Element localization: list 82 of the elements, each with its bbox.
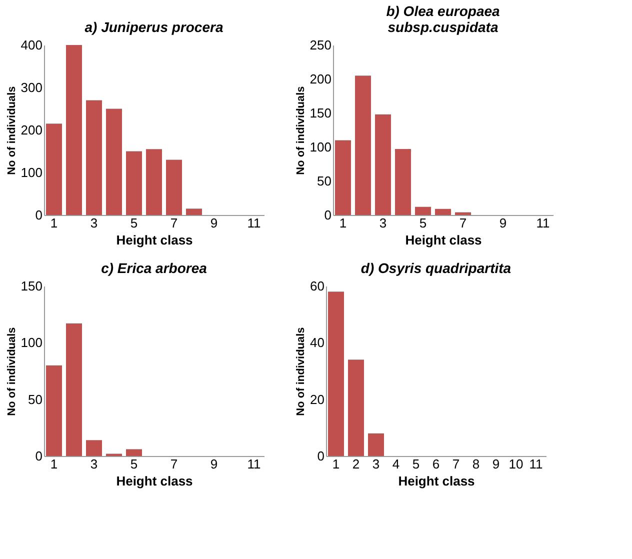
x-axis-title: Height class — [398, 474, 475, 488]
x-axis-title: Height class — [405, 232, 482, 248]
bar — [368, 433, 384, 456]
bar — [455, 212, 471, 215]
chart-title: c) Erica arborea — [101, 260, 208, 276]
bar — [46, 124, 62, 215]
x-tick-label: 9 — [492, 456, 500, 472]
x-tick-label: 3 — [90, 216, 98, 230]
y-axis-title: No of individuals — [295, 327, 308, 416]
x-tick-label: 2 — [352, 456, 360, 472]
y-axis-title: No of individuals — [6, 86, 18, 175]
y-tick-label: 150 — [310, 106, 332, 120]
y-tick-label: 50 — [317, 174, 332, 188]
bar — [328, 292, 344, 456]
bar — [86, 440, 102, 456]
bar — [166, 160, 182, 215]
bar — [66, 323, 82, 456]
y-tick-label: 0 — [35, 208, 42, 222]
y-tick-label: 200 — [310, 72, 332, 86]
y-tick-label: 20 — [310, 392, 324, 407]
x-tick-label: 1 — [332, 456, 340, 472]
bar — [348, 360, 364, 456]
x-tick-label: 11 — [529, 456, 543, 472]
y-tick-label: 200 — [20, 122, 42, 138]
x-tick-label: 3 — [372, 456, 380, 472]
x-tick-label: 1 — [50, 216, 58, 230]
y-tick-label: 40 — [310, 335, 324, 350]
bar — [395, 149, 411, 215]
x-tick-label: 1 — [50, 456, 58, 472]
x-axis-title: Height class — [116, 474, 193, 488]
x-tick-label: 9 — [210, 456, 218, 472]
x-tick-label: 9 — [210, 216, 218, 230]
x-tick-label: 5 — [419, 216, 427, 230]
x-tick-label: 7 — [459, 216, 467, 230]
x-tick-label: 8 — [472, 456, 480, 472]
x-tick-label: 11 — [247, 456, 261, 472]
y-tick-label: 250 — [310, 38, 332, 52]
x-tick-label: 5 — [130, 216, 138, 230]
bar — [335, 140, 351, 215]
bar — [126, 151, 142, 215]
y-tick-label: 0 — [317, 448, 324, 464]
x-tick-label: 3 — [90, 456, 98, 472]
y-tick-label: 100 — [20, 335, 42, 350]
bar — [66, 45, 82, 215]
x-tick-label: 7 — [452, 456, 460, 472]
y-axis-title: No of individuals — [6, 327, 18, 416]
y-tick-label: 400 — [20, 38, 42, 52]
y-tick-label: 0 — [324, 208, 332, 222]
y-tick-label: 100 — [310, 140, 332, 154]
bar — [375, 114, 391, 215]
x-tick-label: 5 — [130, 456, 138, 472]
y-tick-label: 100 — [20, 165, 42, 180]
bar — [186, 208, 202, 215]
bar — [126, 449, 142, 456]
x-tick-label: 11 — [247, 216, 261, 230]
x-tick-label: 10 — [508, 456, 524, 472]
x-tick-label: 3 — [379, 216, 387, 230]
bar — [106, 108, 122, 215]
bar — [86, 100, 102, 215]
y-tick-label: 0 — [35, 448, 42, 464]
chart-title: b) Olea europaea subsp.cuspidata — [386, 3, 500, 35]
bar — [146, 149, 162, 215]
x-tick-label: 4 — [392, 456, 400, 472]
y-tick-label: 150 — [20, 278, 42, 294]
x-tick-label: 7 — [170, 216, 178, 230]
x-tick-label: 11 — [536, 216, 550, 230]
chart-title: a) Juniperus procera — [84, 19, 224, 35]
y-tick-label: 300 — [20, 80, 42, 95]
bar — [355, 76, 371, 215]
x-tick-label: 1 — [339, 216, 347, 230]
bar — [415, 206, 431, 215]
x-tick-label: 9 — [499, 216, 507, 230]
y-tick-label: 60 — [310, 278, 324, 294]
y-axis-title: No of individuals — [294, 86, 307, 175]
x-tick-label: 7 — [170, 456, 178, 472]
x-tick-label: 6 — [432, 456, 440, 472]
bar — [46, 365, 62, 456]
x-tick-label: 5 — [412, 456, 420, 472]
chart-title: d) Osyris quadripartita — [360, 260, 512, 276]
bar — [435, 208, 451, 215]
y-tick-label: 50 — [28, 392, 42, 407]
x-axis-title: Height class — [116, 232, 193, 248]
